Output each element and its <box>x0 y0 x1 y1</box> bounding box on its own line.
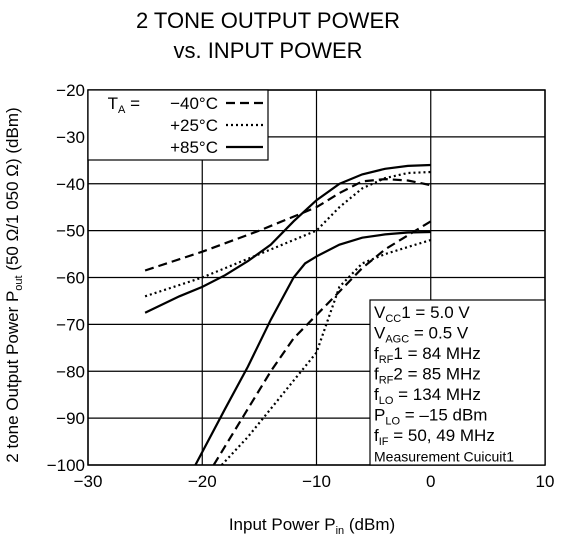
annotation-part: f <box>374 385 379 404</box>
annotation-sub: LO <box>379 395 394 407</box>
annotation: fRF2 = 85 MHz <box>374 365 481 387</box>
annotation-part: = 0.5 V <box>409 324 469 343</box>
y-tick-label: −80 <box>56 362 85 381</box>
annotation-sub: RF <box>379 354 394 366</box>
annotation-part: 2 = 85 MHz <box>393 365 480 384</box>
annotation-part: = 134 MHz <box>393 385 480 404</box>
legend-label: +85°C <box>170 138 218 157</box>
x-axis-label-part: Input Power P <box>229 515 336 534</box>
legend-label: −40°C <box>170 94 218 113</box>
legend-title-sub: A <box>118 104 126 116</box>
y-tick-label: −90 <box>56 409 85 428</box>
annotation-part: = –15 dBm <box>400 406 487 425</box>
series-line <box>194 230 431 465</box>
annotation-sub: AGC <box>385 334 409 346</box>
legend-title: TA = <box>108 94 140 116</box>
annotation: fIF = 50, 49 MHz <box>374 426 495 448</box>
annotation-part: f <box>374 426 379 445</box>
x-tick-label: 10 <box>536 472 555 491</box>
y-tick-label: −50 <box>56 222 85 241</box>
annotation-box <box>369 299 546 466</box>
annotation: VCC1 = 5.0 V <box>374 303 470 325</box>
annotation-part: V <box>374 303 386 322</box>
annotation-part: 1 = 5.0 V <box>401 303 470 322</box>
annotation-sub: IF <box>379 436 389 448</box>
y-tick-label: −100 <box>47 456 85 475</box>
annotation-sub: CC <box>385 313 401 325</box>
series-line <box>220 238 432 465</box>
y-axis-label-part: (50 Ω/1 050 Ω) (dBm) <box>3 107 22 275</box>
series-line <box>144 177 432 272</box>
y-axis-label: 2 tone Output Power Pout (50 Ω/1 050 Ω) … <box>3 107 25 462</box>
y-tick-label: −40 <box>56 175 85 194</box>
annotation-part: f <box>374 344 379 363</box>
x-tick-label: −20 <box>188 472 217 491</box>
y-tick-label: −20 <box>56 81 85 100</box>
legend-label: +25°C <box>170 116 218 135</box>
x-tick-label: −10 <box>302 472 331 491</box>
annotation: fLO = 134 MHz <box>374 385 481 407</box>
chart-title: 2 TONE OUTPUT POWER <box>136 8 400 33</box>
x-axis-label-sub: in <box>336 525 345 537</box>
legend-title-part: T <box>108 94 118 113</box>
x-tick-label: 0 <box>426 472 435 491</box>
annotation-part: P <box>374 406 385 425</box>
annotation-part: Measurement Cuicuit1 <box>374 449 514 465</box>
y-tick-label: −70 <box>56 315 85 334</box>
annotation: fRF1 = 84 MHz <box>374 344 481 366</box>
y-axis-label-part: 2 tone Output Power P <box>3 291 22 463</box>
x-axis-label-part: (dBm) <box>344 515 395 534</box>
chart-title: vs. INPUT POWER <box>173 38 362 63</box>
annotation-part: f <box>374 365 379 384</box>
y-tick-label: −60 <box>56 269 85 288</box>
series-line <box>144 170 431 298</box>
annotation: PLO = –15 dBm <box>374 406 487 428</box>
annotation-part: 1 = 84 MHz <box>393 344 480 363</box>
annotation-part: V <box>374 324 386 343</box>
x-tick-label: −30 <box>74 472 103 491</box>
series-line <box>144 163 431 314</box>
annotation-sub: RF <box>379 375 394 387</box>
annotation-part: = 50, 49 MHz <box>389 426 495 445</box>
annotation: Measurement Cuicuit1 <box>374 449 514 465</box>
x-axis-label: Input Power Pin (dBm) <box>229 515 395 537</box>
legend-title-part: = <box>125 94 140 113</box>
y-tick-label: −30 <box>56 128 85 147</box>
annotation: VAGC = 0.5 V <box>374 324 469 346</box>
y-axis-label-sub: out <box>13 275 25 290</box>
annotation-sub: LO <box>385 416 400 428</box>
series-line <box>212 220 432 465</box>
